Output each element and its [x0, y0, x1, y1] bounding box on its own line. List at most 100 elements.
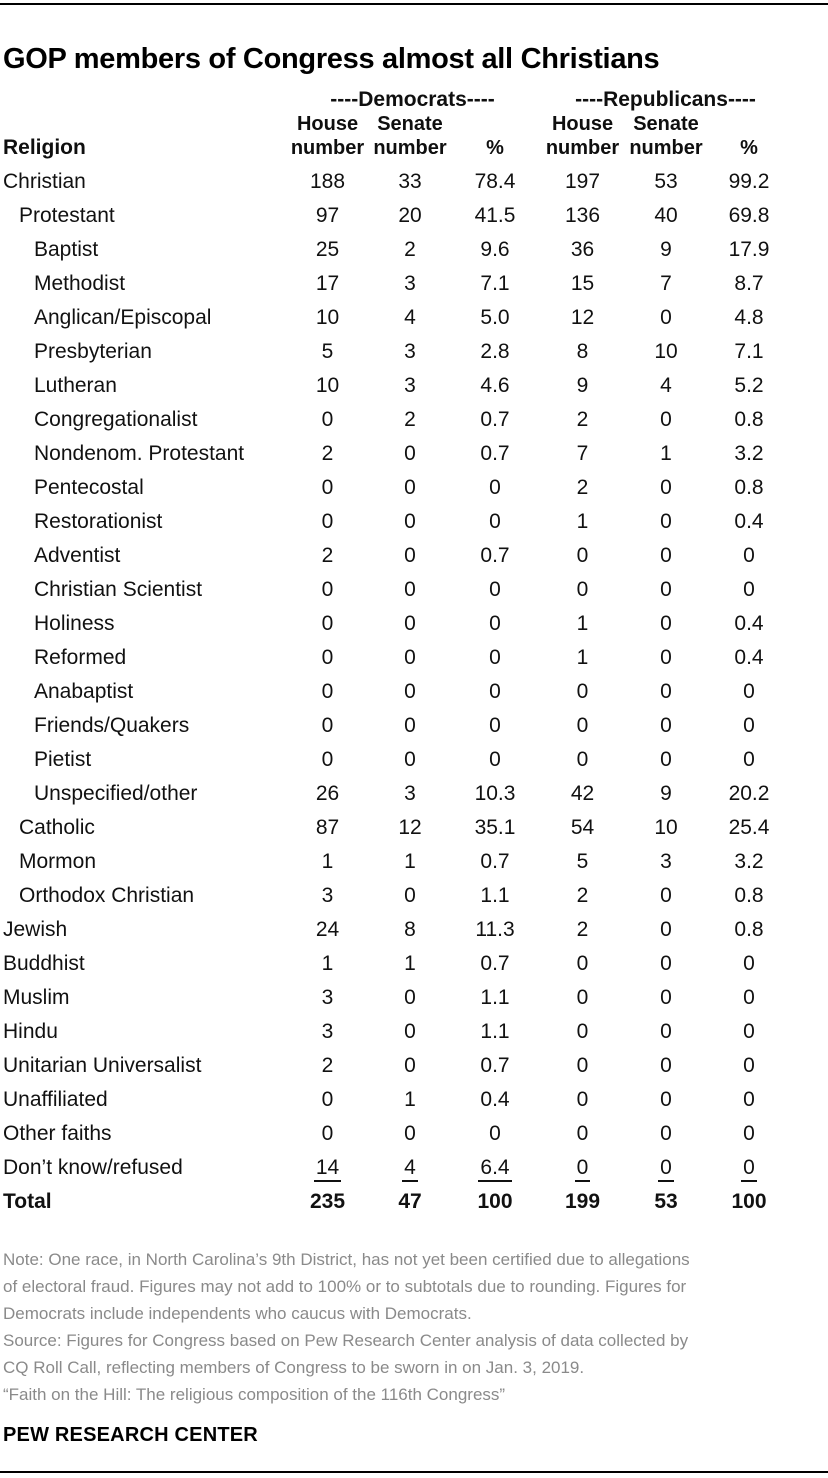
rep-house-column-header: House number [545, 113, 620, 159]
cell-rep-house: 0 [576, 1020, 589, 1043]
table-row: Pentecostal 0 0 0 2 0 0.8 [3, 471, 791, 505]
religion-label: Holiness [34, 612, 115, 635]
cell-dem-house: 0 [321, 612, 334, 635]
cell-dem-senate: 0 [404, 612, 416, 635]
cell-dem-senate: 33 [398, 170, 422, 193]
cell-dem-senate: 0 [404, 986, 416, 1009]
cell-rep-house: 54 [570, 816, 595, 839]
table-row: Orthodox Christian 3 0 1.1 2 0 0.8 [3, 879, 791, 913]
cell-dem-senate: 0 [404, 646, 416, 669]
cell-dem-house: 0 [321, 714, 334, 737]
cell-dem-house: 2 [321, 442, 334, 465]
cell-rep-senate: 0 [660, 884, 672, 907]
branding: PEW RESEARCH CENTER [3, 1424, 258, 1446]
religion-label: Other faiths [3, 1122, 112, 1145]
table-row: Total 235 47 100 199 53 100 [3, 1185, 791, 1219]
cell-rep-pct: 3.2 [734, 850, 764, 873]
cell-rep-senate: 0 [660, 510, 672, 533]
cell-dem-senate: 0 [404, 748, 416, 771]
group-header-spacer [3, 88, 285, 112]
note-text-line: Democrats include independents who caucu… [3, 1304, 472, 1323]
cell-rep-senate: 10 [654, 340, 678, 363]
religion-table-container: ----Democrats---- ----Republicans---- Re… [3, 88, 803, 1219]
religion-label: Unaffiliated [3, 1088, 108, 1111]
cell-rep-pct: 0 [743, 578, 755, 601]
rep-senate-column-header: Senate number [629, 113, 703, 159]
cell-rep-house: 36 [570, 238, 595, 261]
table-row: Christian 188 33 78.4 197 53 99.2 [3, 165, 791, 199]
underlined-value: 6.4 [478, 1155, 512, 1182]
cell-rep-senate: 10 [654, 816, 678, 839]
cell-rep-senate: 7 [660, 272, 672, 295]
table-row: Unspecified/other 26 3 10.3 42 9 20.2 [3, 777, 791, 811]
cell-rep-pct: 8.7 [734, 272, 764, 295]
cell-dem-pct: 0 [489, 748, 501, 771]
religion-label: Restorationist [34, 510, 163, 533]
cell-rep-pct: 0.8 [734, 408, 764, 431]
cell-rep-senate: 0 [625, 1151, 707, 1185]
table-row: Other faiths 0 0 0 0 0 0 [3, 1117, 791, 1151]
cell-dem-pct: 0 [489, 476, 501, 499]
religion-label: Anabaptist [34, 680, 134, 703]
religion-table: ----Democrats---- ----Republicans---- Re… [3, 88, 791, 1219]
source-text-line: CQ Roll Call, reflecting members of Cong… [3, 1358, 585, 1377]
cell-rep-senate: 0 [660, 578, 672, 601]
cell-dem-house: 0 [321, 578, 334, 601]
table-row: Unaffiliated 0 1 0.4 0 0 0 [3, 1083, 791, 1117]
cell-rep-senate: 0 [660, 986, 672, 1009]
cell-rep-house: 42 [570, 782, 595, 805]
cell-dem-pct: 6.4 [450, 1151, 540, 1185]
table-row: Pietist 0 0 0 0 0 0 [3, 743, 791, 777]
underlined-value: 0 [574, 1155, 591, 1182]
cell-rep-pct: 0 [743, 1020, 755, 1043]
cell-dem-senate: 0 [404, 714, 416, 737]
religion-label: Hindu [3, 1020, 58, 1043]
cell-rep-pct: 0.4 [734, 510, 764, 533]
underlined-value: 4 [402, 1155, 418, 1182]
cell-rep-house: 1 [576, 646, 589, 669]
religion-label: Adventist [34, 544, 121, 567]
table-row: Reformed 0 0 0 1 0 0.4 [3, 641, 791, 675]
cell-dem-pct: 10.3 [474, 782, 516, 805]
cell-rep-pct: 5.2 [734, 374, 764, 397]
cell-dem-house: 87 [315, 816, 340, 839]
cell-rep-pct: 0.4 [734, 646, 764, 669]
cell-dem-pct: 2.8 [480, 340, 510, 363]
religion-label: Christian Scientist [34, 578, 203, 601]
cell-rep-pct: 0 [743, 748, 755, 771]
cell-dem-pct: 9.6 [480, 238, 510, 261]
cell-dem-senate: 0 [404, 578, 416, 601]
religion-label: Reformed [34, 646, 127, 669]
cell-rep-house: 0 [576, 544, 589, 567]
table-row: Methodist 17 3 7.1 15 7 8.7 [3, 267, 791, 301]
cell-rep-pct: 0 [743, 1088, 755, 1111]
cell-rep-house: 2 [576, 476, 589, 499]
cell-dem-pct: 0.7 [480, 850, 510, 873]
cell-rep-senate: 0 [660, 918, 672, 941]
cell-rep-senate: 53 [654, 1190, 678, 1213]
cell-rep-house: 0 [576, 1054, 589, 1077]
cell-rep-pct: 0 [743, 1122, 755, 1145]
cell-dem-pct: 1.1 [480, 884, 510, 907]
cell-dem-house: 0 [321, 1088, 334, 1111]
religion-label: Jewish [3, 918, 68, 941]
cell-rep-pct: 0.8 [734, 918, 764, 941]
cell-dem-senate: 4 [370, 1151, 450, 1185]
religion-label: Congregationalist [34, 408, 198, 431]
cell-dem-house: 24 [315, 918, 340, 941]
report-quote-line: “Faith on the Hill: The religious compos… [3, 1385, 506, 1404]
cell-rep-house: 1 [576, 510, 589, 533]
democrats-group-header: ----Democrats---- [330, 88, 495, 111]
cell-dem-senate: 4 [404, 306, 416, 329]
footnotes-block: Note: One race, in North Carolina’s 9th … [3, 1246, 690, 1408]
cell-dem-pct: 0 [489, 612, 501, 635]
cell-rep-senate: 0 [660, 748, 672, 771]
cell-dem-house: 0 [321, 680, 334, 703]
cell-rep-pct: 0 [707, 1151, 791, 1185]
religion-label: Friends/Quakers [34, 714, 190, 737]
cell-dem-house: 0 [321, 748, 334, 771]
cell-rep-pct: 99.2 [728, 170, 770, 193]
cell-dem-senate: 1 [404, 952, 416, 975]
cell-rep-pct: 100 [731, 1190, 767, 1213]
cell-rep-senate: 0 [660, 306, 672, 329]
